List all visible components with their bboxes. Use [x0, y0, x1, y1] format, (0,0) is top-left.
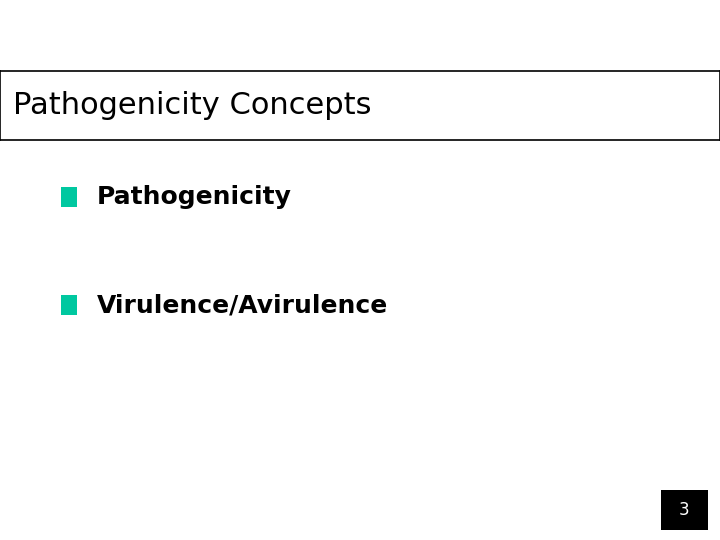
- Text: Virulence/Avirulence: Virulence/Avirulence: [97, 293, 389, 317]
- Text: Pathogenicity: Pathogenicity: [97, 185, 292, 209]
- Text: Pathogenicity Concepts: Pathogenicity Concepts: [13, 91, 372, 120]
- Text: 3: 3: [679, 501, 690, 519]
- Bar: [61, 295, 77, 315]
- Bar: [661, 490, 708, 530]
- Bar: [61, 187, 77, 207]
